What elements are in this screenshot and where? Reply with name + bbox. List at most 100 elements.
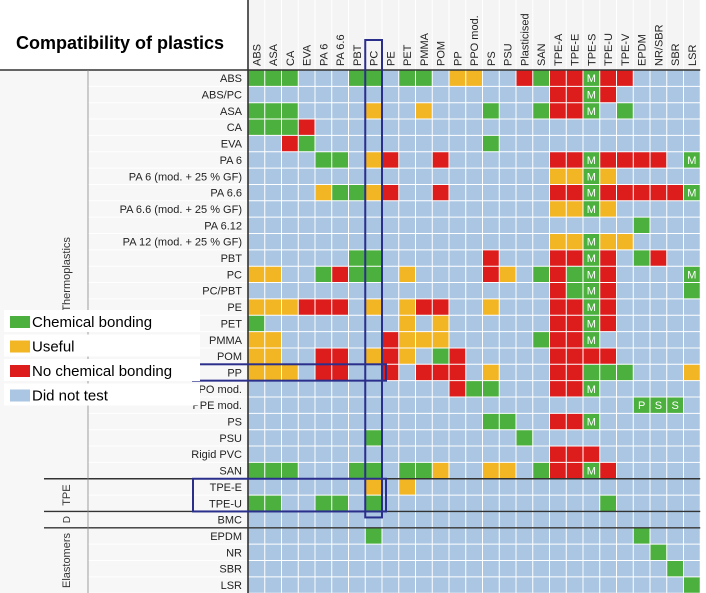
cell-san-tpe-v — [616, 462, 634, 479]
cell-tpe-e-tpe-e — [566, 478, 583, 496]
cell-ca-pa-6-6 — [331, 119, 349, 136]
cell-eva-pbt — [348, 135, 366, 152]
cell-pc-pbt-sbr — [666, 282, 684, 299]
cell-pa-6-san — [532, 151, 550, 169]
cell-pa-6-6-plasticised — [516, 184, 533, 201]
cell-pbt-pa-6 — [315, 249, 332, 267]
cell-nr-ppo-mod- — [465, 544, 483, 561]
cell-pc-pbt-eva — [298, 282, 315, 299]
cell-sbr-pc — [365, 560, 382, 577]
cell-bmc-pp — [449, 511, 466, 528]
cell-tpe-u-tpe-e — [566, 495, 583, 512]
cell-sbr-san — [532, 560, 550, 577]
cell-ca-tpe-e — [566, 119, 583, 136]
row-label: CA — [227, 122, 243, 134]
cell-pa-6-mod-25-gf--ps — [482, 168, 500, 185]
row-label: PBT — [221, 253, 243, 265]
cell-ppo-mod--pmma — [415, 380, 433, 397]
cell-pa-6-abs — [248, 151, 265, 169]
cell-tpe-e-psu — [499, 478, 516, 496]
cell-pbt-plasticised — [516, 249, 533, 267]
cell-ps-ca — [281, 413, 299, 430]
cell-pa-12-mod-25-gf--pet — [398, 233, 416, 250]
cell-ps-pe — [382, 413, 399, 430]
cell-eva-epdm — [633, 135, 650, 152]
cell-pet-pbt — [348, 315, 366, 332]
cell-pom-san — [532, 347, 550, 365]
column-label: TPE-V — [620, 33, 632, 66]
cell-lsr-sbr — [666, 576, 684, 593]
cell-pa-6-6-mod-25-gf--tpe-u — [599, 200, 617, 218]
cell-pa-6-tpe-u — [599, 151, 617, 169]
row-label: PET — [221, 318, 243, 330]
cell-pa-6-mod-25-gf--pmma — [415, 168, 433, 185]
cell-rigid-pvc-plasticised — [516, 446, 533, 463]
cell-pa-6-12-pom — [432, 217, 449, 234]
cell-pbt-tpe-a — [549, 249, 567, 267]
cell-pa-6-6-mod-25-gf--tpe-e — [566, 200, 583, 218]
cell-pbt-pom — [432, 249, 449, 267]
legend-swatch — [10, 389, 30, 402]
cell-rigid-pvc-epdm — [633, 446, 650, 463]
cell-lsr-pbt — [348, 576, 366, 593]
cell-pa-6-6-pe — [382, 184, 399, 201]
cell-bmc-pc — [365, 511, 382, 528]
cell-lsr-pe — [382, 576, 399, 593]
column-label: PA 6 — [318, 44, 330, 66]
cell-tpe-e-tpe-s — [583, 478, 600, 496]
cell-pp-pom — [432, 364, 449, 381]
cell-pe-ca — [281, 298, 299, 316]
cell-pa-6-mod-25-gf--pom — [432, 168, 449, 185]
cell-pe-ppo-mod- — [465, 298, 483, 316]
cell-pe-pc — [365, 298, 382, 316]
cell-asa-epdm — [633, 102, 650, 120]
cell-pa-12-mod-25-gf--pmma — [415, 233, 433, 250]
cell-pmma-pe — [382, 331, 399, 348]
cell-pa-6-6-tpe-a — [549, 184, 567, 201]
cell-bmc-pbt — [348, 511, 366, 528]
cell-epdm-psu — [499, 527, 516, 545]
cell-san-plasticised — [516, 462, 533, 479]
cell-abs-pmma — [415, 70, 433, 87]
cell-psu-ca — [281, 429, 299, 447]
cell-pa-6-pa-6-6 — [331, 151, 349, 169]
column-label: PET — [402, 44, 414, 66]
cell-nr-psu — [499, 544, 516, 561]
row-label: ASA — [220, 106, 243, 118]
cell-tpe-e-pc — [365, 478, 382, 496]
cell-pp-nr-sbr — [650, 364, 667, 381]
cell-pbt-san — [532, 249, 550, 267]
cell-eva-eva — [298, 135, 315, 152]
cell-ppe-mod--epdm — [633, 397, 650, 414]
cell-pmma-pp — [449, 331, 466, 348]
cell-tpe-e-tpe-u — [599, 478, 617, 496]
cell-pa-6-12-san — [532, 217, 550, 234]
cell-ppo-mod--epdm — [633, 380, 650, 397]
cell-abs-lsr — [683, 70, 701, 87]
cell-ppe-mod--abs — [248, 397, 265, 414]
row-label: BMC — [218, 515, 243, 527]
cell-eva-pa-6 — [315, 135, 332, 152]
cell-lsr-pom — [432, 576, 449, 593]
cell-epdm-eva — [298, 527, 315, 545]
cell-pa-12-mod-25-gf--tpe-a — [549, 233, 567, 250]
cell-asa-tpe-u — [599, 102, 617, 120]
cell-pa-6-pbt — [348, 151, 366, 169]
cell-nr-sbr — [666, 544, 684, 561]
cell-pa-6-12-ppo-mod- — [465, 217, 483, 234]
cell-label: P — [638, 400, 645, 412]
cell-pc-tpe-a — [549, 266, 567, 283]
cell-psu-tpe-u — [599, 429, 617, 447]
cell-sbr-plasticised — [516, 560, 533, 577]
row-label: PA 6 — [220, 155, 242, 167]
cell-rigid-pvc-nr-sbr — [650, 446, 667, 463]
cell-label: M — [687, 269, 696, 281]
cell-pe-nr-sbr — [650, 298, 667, 316]
cell-asa-tpe-e — [566, 102, 583, 120]
cell-ppe-mod--pa-6 — [315, 397, 332, 414]
cell-pa-6-6-mod-25-gf--lsr — [683, 200, 701, 218]
cell-pa-6-6-mod-25-gf--tpe-v — [616, 200, 634, 218]
cell-pbt-tpe-v — [616, 249, 634, 267]
cell-pbt-nr-sbr — [650, 249, 667, 267]
cell-tpe-e-pe — [382, 478, 399, 496]
